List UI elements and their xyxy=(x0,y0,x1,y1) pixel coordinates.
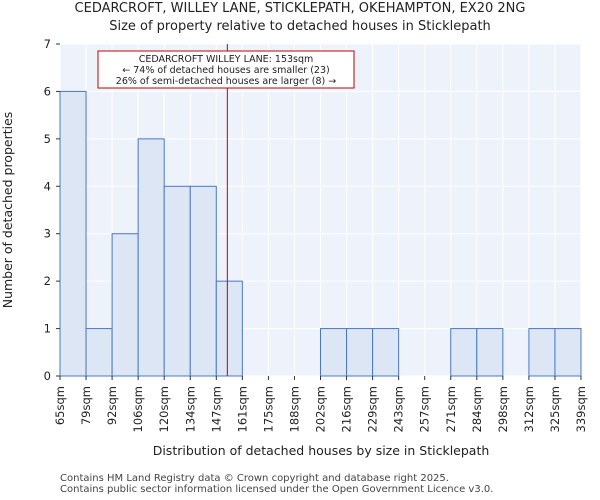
x-tick-label-325sqm: 325sqm xyxy=(548,386,562,432)
x-tick-label-188sqm: 188sqm xyxy=(287,386,301,432)
bar-284sqm xyxy=(476,328,504,377)
y-tick-label: 3 xyxy=(44,227,51,241)
bar-325sqm xyxy=(554,328,582,377)
y-tick-label: 7 xyxy=(44,37,51,51)
bar-202sqm xyxy=(320,328,348,377)
x-tick-label-339sqm: 339sqm xyxy=(574,386,588,432)
y-tick-label: 6 xyxy=(44,84,51,98)
x-tick-label-229sqm: 229sqm xyxy=(366,386,380,432)
x-tick-label-284sqm: 284sqm xyxy=(470,386,484,432)
x-tick-label-298sqm: 298sqm xyxy=(496,386,510,432)
y-tick-label: 5 xyxy=(44,132,51,146)
x-tick-label-202sqm: 202sqm xyxy=(314,386,328,432)
x-tick-label-134sqm: 134sqm xyxy=(183,386,197,432)
x-axis-label: Distribution of detached houses by size … xyxy=(153,443,490,458)
bar-120sqm xyxy=(163,185,191,377)
x-tick-label-216sqm: 216sqm xyxy=(340,386,354,432)
y-axis-ticks: 0 1 2 3 4 5 6 7 xyxy=(44,37,60,383)
x-tick-label-92sqm: 92sqm xyxy=(105,386,119,425)
x-tick-label-175sqm: 175sqm xyxy=(261,386,275,432)
x-tick-label-161sqm: 161sqm xyxy=(235,386,249,432)
bar-106sqm xyxy=(137,138,165,377)
footer-licence: Contains public sector information licen… xyxy=(60,484,494,495)
y-tick-label: 0 xyxy=(44,369,51,383)
bar-216sqm xyxy=(346,328,374,377)
footer-copyright: Contains HM Land Registry data © Crown c… xyxy=(60,473,449,484)
x-tick-label-271sqm: 271sqm xyxy=(444,386,458,432)
x-tick-label-312sqm: 312sqm xyxy=(522,386,536,432)
y-tick-label: 1 xyxy=(44,322,51,336)
x-tick-label-243sqm: 243sqm xyxy=(392,386,406,432)
x-tick-label-257sqm: 257sqm xyxy=(418,386,432,432)
annotation-line2: ← 74% of detached houses are smaller (23… xyxy=(122,65,329,76)
chart-title-line1: CEDARCROFT, WILLEY LANE, STICKLEPATH, OK… xyxy=(75,1,526,16)
y-tick-label: 2 xyxy=(44,274,51,288)
annotation-frame xyxy=(97,50,355,89)
y-axis-label: Number of detached properties xyxy=(0,112,15,309)
y-tick-label: 4 xyxy=(44,179,51,193)
bar-271sqm xyxy=(450,328,478,377)
bar-65sqm xyxy=(59,90,87,377)
bar-92sqm xyxy=(111,233,139,377)
chart-title-line2: Size of property relative to detached ho… xyxy=(109,19,491,34)
bar-147sqm xyxy=(215,280,243,377)
x-tick-label-65sqm: 65sqm xyxy=(53,386,67,425)
bar-79sqm xyxy=(85,328,113,377)
x-tick-label-147sqm: 147sqm xyxy=(209,386,223,432)
bar-312sqm xyxy=(528,328,556,377)
bar-134sqm xyxy=(189,185,217,377)
annotation-line3: 26% of semi-detached houses are larger (… xyxy=(116,76,336,87)
bars xyxy=(59,90,582,377)
x-tick-label-106sqm: 106sqm xyxy=(131,386,145,432)
bar-229sqm xyxy=(372,328,400,377)
annotation-line1: CEDARCROFT WILLEY LANE: 153sqm xyxy=(139,54,314,65)
annotation-box: CEDARCROFT WILLEY LANE: 153sqm ← 74% of … xyxy=(97,50,355,89)
x-axis-ticks: 65sqm 79sqm 92sqm 106sqm 120sqm 134sqm 147sqm 1… xyxy=(53,376,588,432)
x-tick-label-79sqm: 79sqm xyxy=(79,386,93,425)
x-tick-label-120sqm: 120sqm xyxy=(157,386,171,432)
